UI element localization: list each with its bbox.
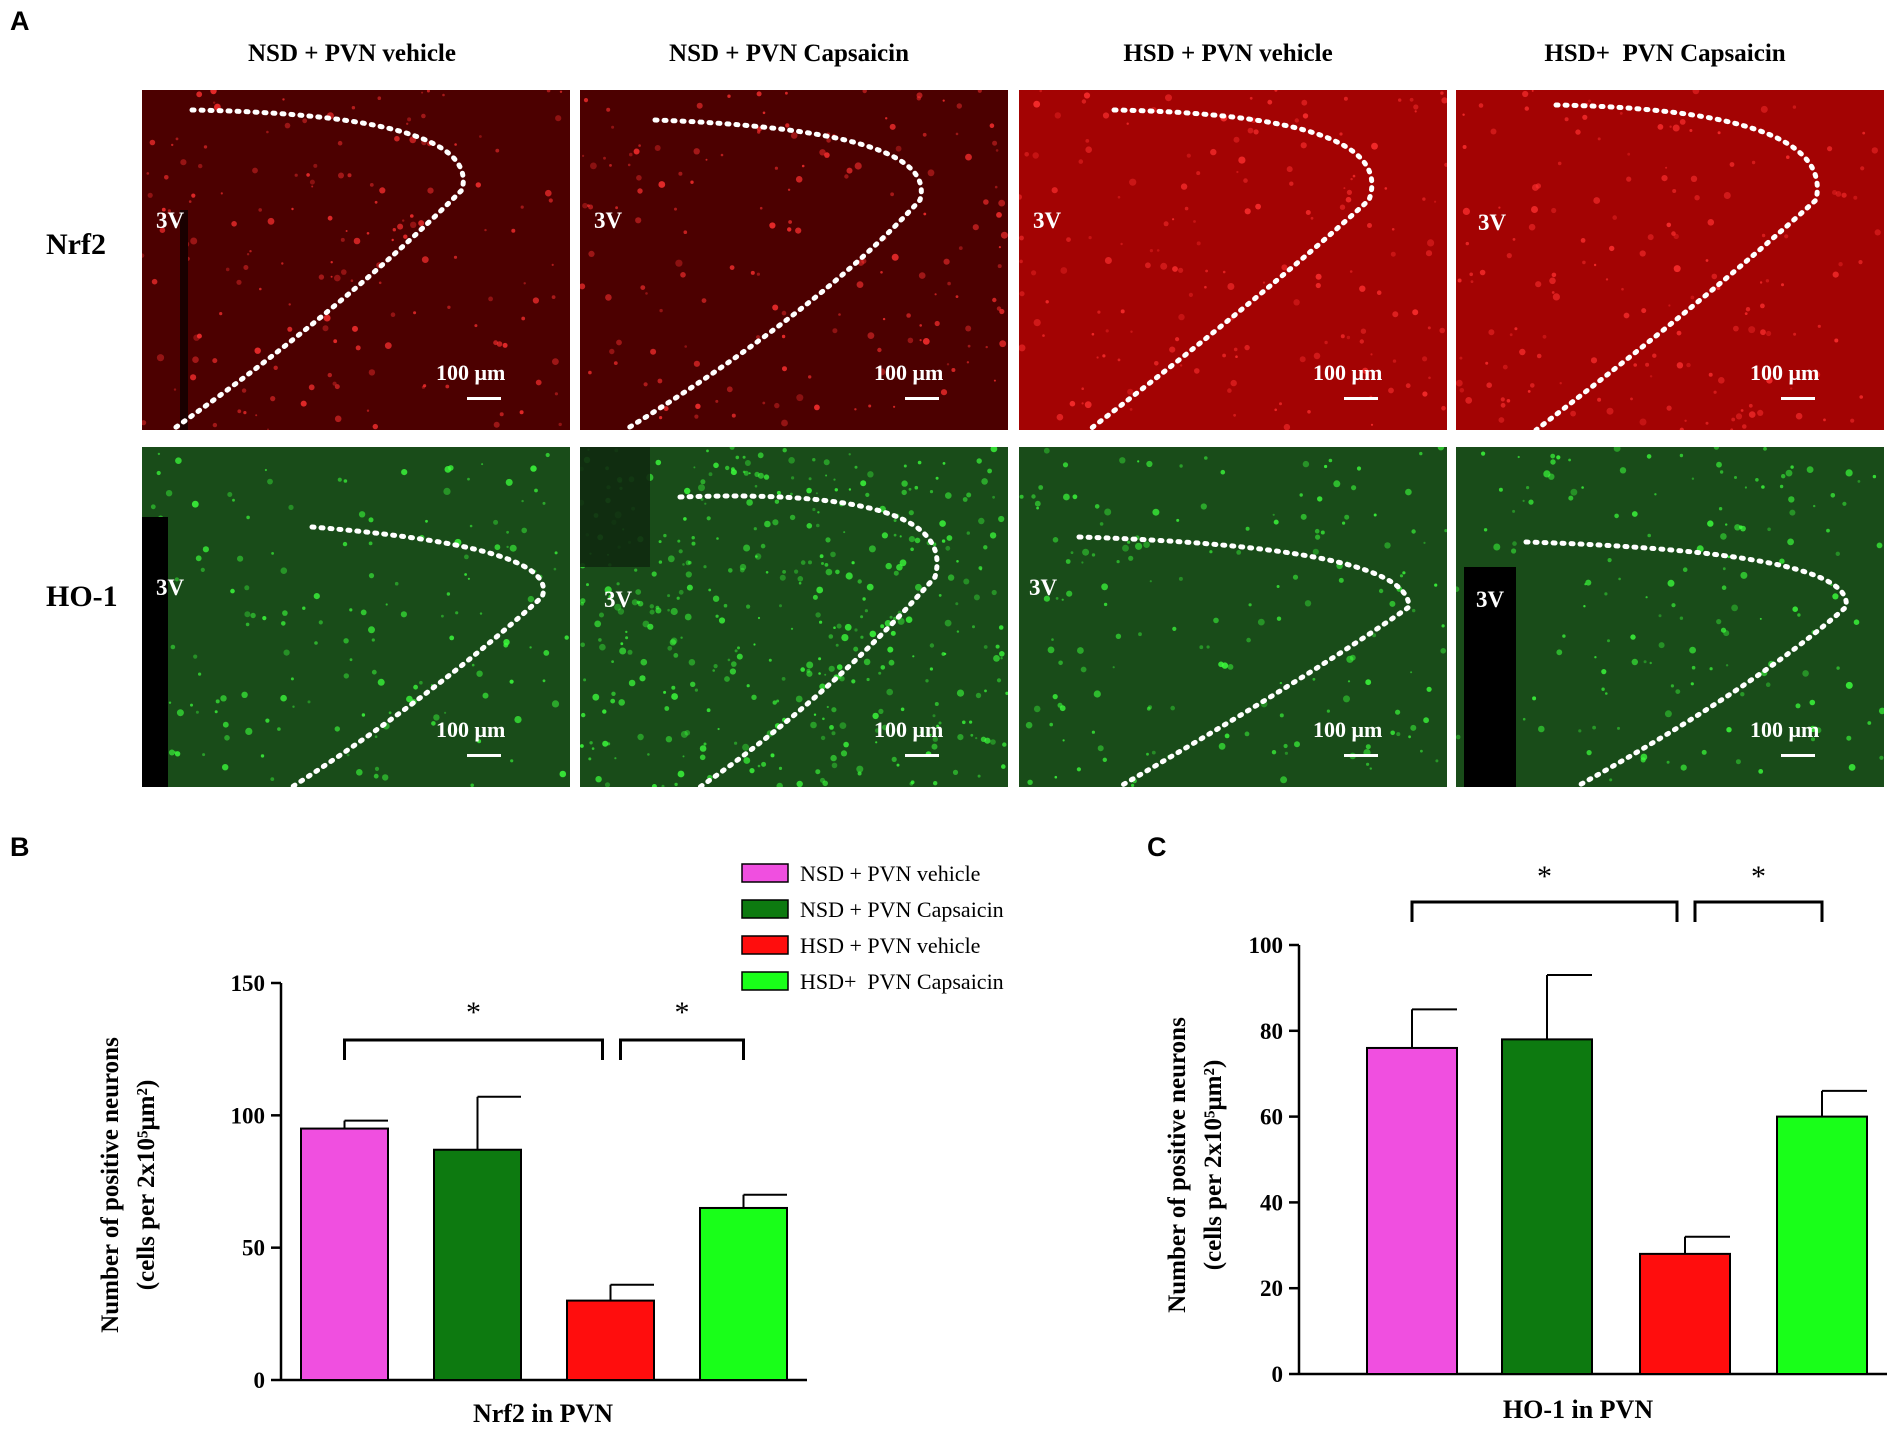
chart-c-ytick-label: 20 — [1260, 1276, 1283, 1301]
scale-bar-label: 100 μm — [1750, 360, 1820, 385]
chart-b-significance-bracket — [619, 1038, 745, 1060]
ventricle-label: 3V — [594, 208, 623, 233]
chart-b-bar-3 — [566, 1299, 655, 1381]
row-label-nrf2: Nrf2 — [46, 228, 106, 261]
scale-bar — [1781, 754, 1815, 757]
chart-c-xlabel: HO-1 in PVN — [1503, 1395, 1653, 1424]
chart-b-ylabel-line1: Number of positive neurons — [97, 1037, 124, 1333]
legend-label-2: NSD + PVN Capsaicin — [800, 897, 1004, 922]
ventricle-label: 3V — [156, 575, 185, 600]
chart-c-significance-bracket — [1410, 900, 1679, 922]
scale-bar-label: 100 μm — [874, 717, 944, 742]
micrograph-ho1-col2: 3V 100 μm — [580, 447, 1008, 787]
chart-b-ytick-label: 0 — [254, 1368, 266, 1393]
legend-swatch-4 — [741, 971, 789, 991]
chart-b-significance-star: * — [466, 996, 481, 1029]
panel-label-c: C — [1147, 832, 1167, 862]
legend-swatch-3 — [741, 935, 789, 955]
chart-c-ytick-label: 80 — [1260, 1019, 1283, 1044]
chart-c-bar-4 — [1776, 1115, 1868, 1375]
scale-bar — [1781, 397, 1815, 400]
scale-bar — [467, 754, 501, 757]
chart-b-ylabel-line2: (cells per 2x10⁵μm²) — [133, 1080, 160, 1291]
scale-bar — [905, 754, 939, 757]
micrograph-ho1-col1: 3V 100 μm — [142, 447, 570, 787]
scale-bar-label: 100 μm — [1750, 717, 1820, 742]
scale-bar — [905, 397, 939, 400]
panel-label-b: B — [10, 832, 30, 862]
chart-c-significance-star: * — [1751, 860, 1766, 893]
column-title-nsd-vehicle: NSD + PVN vehicle — [248, 40, 456, 67]
chart-c-bar-3 — [1639, 1252, 1731, 1376]
chart-c-ytick-label: 0 — [1272, 1362, 1284, 1387]
column-title-hsd-capsaicin: HSD+ PVN Capsaicin — [1544, 40, 1786, 67]
chart-c-ylabel-line2: (cells per 2x10⁵μm²) — [1200, 1060, 1227, 1271]
chart-c-bar-1 — [1366, 1046, 1458, 1375]
scale-bar-label: 100 μm — [1313, 360, 1383, 385]
micrograph-nrf2-col3: 3V 100 μm — [1019, 90, 1447, 430]
ventricle-label: 3V — [1478, 210, 1507, 235]
row-label-ho1: HO-1 — [46, 580, 118, 613]
chart-c-ytick-label: 60 — [1260, 1105, 1283, 1130]
legend-label-3: HSD + PVN vehicle — [800, 933, 980, 958]
legend-swatch-1 — [741, 863, 789, 883]
chart-c-significance-bracket — [1693, 900, 1824, 922]
chart-c-bar-2 — [1501, 1038, 1593, 1375]
chart-c-ytick-label: 40 — [1260, 1190, 1283, 1215]
ventricle-label: 3V — [604, 587, 633, 612]
micrograph-ho1-col4: 3V 100 μm — [1456, 447, 1884, 787]
chart-b-significance-star: * — [675, 996, 690, 1029]
chart-c-ytick-label: 100 — [1249, 933, 1284, 958]
micrograph-nrf2-col4: 3V 100 μm — [1456, 90, 1884, 430]
chart-b-bar-1 — [300, 1127, 389, 1381]
chart-b-significance-bracket — [343, 1038, 604, 1060]
column-title-hsd-vehicle: HSD + PVN vehicle — [1123, 40, 1333, 67]
chart-c-ylabel-line1: Number of positive neurons — [1164, 1017, 1191, 1313]
ventricle-label: 3V — [1033, 208, 1062, 233]
panel-label-a: A — [10, 6, 30, 36]
column-title-nsd-capsaicin: NSD + PVN Capsaicin — [669, 40, 909, 67]
micrograph-ho1-col3: 3V 100 μm — [1019, 447, 1447, 787]
ventricle-label: 3V — [1476, 587, 1505, 612]
scale-bar — [1344, 754, 1378, 757]
chart-b-bar-2 — [433, 1148, 522, 1381]
scale-bar — [467, 397, 501, 400]
chart-b-ytick-label: 50 — [242, 1236, 265, 1261]
chart-b-ytick-label: 100 — [231, 1103, 266, 1128]
ventricle-label: 3V — [1029, 575, 1058, 600]
micrograph-nrf2-col1: 3V 100 μm — [142, 90, 570, 430]
chart-b-bar-4 — [699, 1206, 788, 1382]
micrograph-nrf2-col2: 3V 100 μm — [580, 90, 1008, 430]
legend-label-4: HSD+ PVN Capsaicin — [800, 969, 1004, 994]
chart-b-xlabel: Nrf2 in PVN — [473, 1399, 613, 1428]
scale-bar-label: 100 μm — [436, 717, 506, 742]
scale-bar-label: 100 μm — [874, 360, 944, 385]
chart-b-ytick-label: 150 — [231, 971, 266, 996]
scale-bar — [1344, 397, 1378, 400]
ventricle-label: 3V — [156, 208, 185, 233]
scale-bar-label: 100 μm — [436, 360, 506, 385]
legend-swatch-2 — [741, 899, 789, 919]
legend-label-1: NSD + PVN vehicle — [800, 861, 980, 886]
chart-c-significance-star: * — [1537, 860, 1552, 893]
scale-bar-label: 100 μm — [1313, 717, 1383, 742]
